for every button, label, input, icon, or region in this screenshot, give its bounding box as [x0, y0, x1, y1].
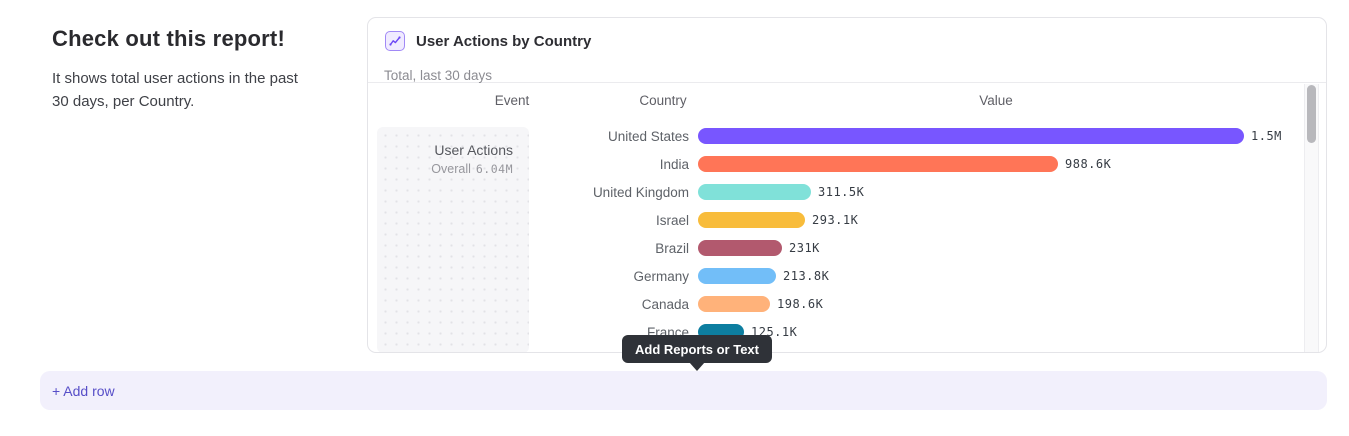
- value-bar[interactable]: [698, 296, 770, 312]
- value-bar[interactable]: [698, 184, 811, 200]
- value-label: 1.5M: [1251, 129, 1282, 143]
- insights-line-chart-icon: [385, 31, 405, 51]
- tooltip-label: Add Reports or Text: [635, 341, 759, 357]
- bar-chart: United States 1.5M India 988.6K United Kingd…: [368, 122, 1308, 346]
- value-label: 231K: [789, 241, 820, 255]
- country-label: Germany: [633, 268, 689, 284]
- scrollbar-thumb[interactable]: [1307, 85, 1316, 143]
- value-label: 198.6K: [777, 297, 824, 311]
- value-label: 293.1K: [812, 213, 859, 227]
- event-name: User Actions: [434, 142, 513, 158]
- report-card-header: User Actions by Country Total, last 30 d…: [368, 18, 1326, 83]
- chart-row: Germany 213.8K: [368, 262, 1308, 290]
- country-label: United States: [607, 128, 689, 144]
- column-header-country: Country: [639, 93, 687, 108]
- report-chart-area: Event Country Value User Actions Overall…: [368, 84, 1326, 352]
- value-bar[interactable]: [698, 212, 805, 228]
- overall-label: Overall: [431, 162, 471, 176]
- page-description: It shows total user actions in the past …: [52, 70, 298, 110]
- chart-row: India 988.6K: [368, 150, 1308, 178]
- add-reports-tooltip: Add Reports or Text: [622, 335, 772, 371]
- event-overall: Overall 6.04M: [377, 162, 513, 176]
- report-card[interactable]: User Actions by Country Total, last 30 d…: [367, 17, 1327, 353]
- value-bar[interactable]: [698, 156, 1058, 172]
- chart-scrollbar[interactable]: [1304, 84, 1319, 352]
- value-bar[interactable]: [698, 128, 1244, 144]
- chart-row: Brazil 231K: [368, 234, 1308, 262]
- page-title: Check out this report!: [52, 26, 285, 51]
- country-label: Israel: [655, 212, 689, 228]
- add-row-label: + Add row: [52, 382, 115, 399]
- country-label: United Kingdom: [592, 184, 689, 200]
- country-label: India: [659, 156, 689, 172]
- value-label: 213.8K: [783, 269, 830, 283]
- add-row-button[interactable]: + Add row: [40, 371, 1327, 410]
- text-widget[interactable]: Check out this report! It shows total us…: [52, 26, 314, 113]
- value-label: 311.5K: [818, 185, 865, 199]
- tooltip-arrow-down: [689, 362, 705, 371]
- country-label: Canada: [641, 296, 689, 312]
- value-bar[interactable]: [698, 240, 782, 256]
- chart-row: France 125.1K: [368, 318, 1308, 346]
- column-header-event: Event: [494, 93, 530, 108]
- chart-row: Israel 293.1K: [368, 206, 1308, 234]
- country-label: Brazil: [655, 240, 689, 256]
- chart-row: Canada 198.6K: [368, 290, 1308, 318]
- column-header-value: Value: [979, 93, 1013, 108]
- overall-value: 6.04M: [475, 162, 513, 176]
- chart-row: United Kingdom 311.5K: [368, 178, 1308, 206]
- event-panel[interactable]: User Actions Overall 6.04M: [377, 127, 529, 352]
- chart-row: United States 1.5M: [368, 122, 1308, 150]
- report-title: User Actions by Country: [416, 33, 592, 50]
- value-label: 988.6K: [1065, 157, 1112, 171]
- value-bar[interactable]: [698, 268, 776, 284]
- report-subtitle: Total, last 30 days: [384, 68, 493, 83]
